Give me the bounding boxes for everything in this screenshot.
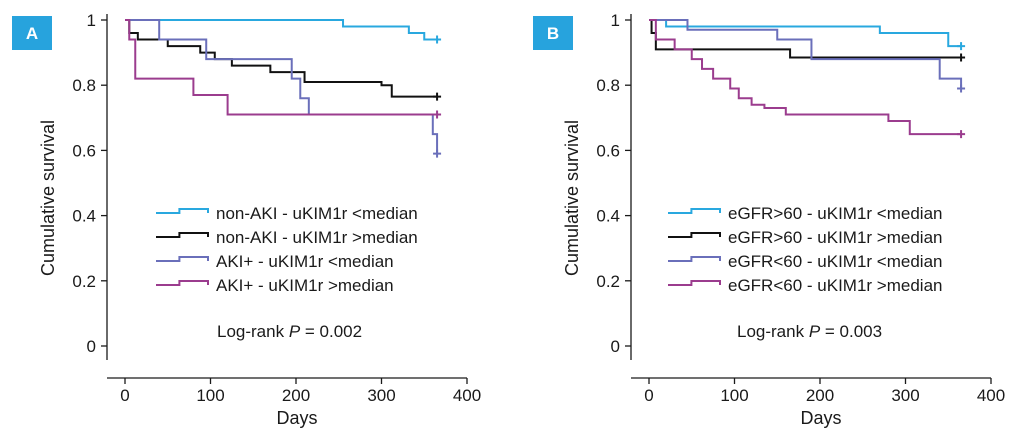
y-tick-label: 0: [611, 337, 620, 356]
y-tick-label: 0.8: [596, 76, 620, 95]
legend-label: eGFR>60 - uKIM1r <median: [728, 204, 942, 223]
legend-swatch: [668, 256, 721, 262]
legend-swatch: [156, 208, 209, 214]
series-line-egfr-60-ukim1r-median: [649, 19, 962, 59]
x-axis-title: Days: [800, 408, 841, 428]
legend-label: eGFR>60 - uKIM1r >median: [728, 228, 942, 247]
x-tick-label: 0: [644, 386, 653, 405]
series-line-egfr-60-ukim1r-median: [649, 19, 963, 89]
y-tick-label: 0.2: [72, 272, 96, 291]
legend-swatch: [156, 232, 209, 238]
x-tick-label: 0: [120, 386, 129, 405]
x-tick-label: 300: [891, 386, 919, 405]
legend-label: AKI+ - uKIM1r >median: [216, 276, 394, 295]
x-tick-label: 100: [720, 386, 748, 405]
y-tick-label: 0.6: [596, 141, 620, 160]
x-axis-title: Days: [276, 408, 317, 428]
x-tick-label: 100: [196, 386, 224, 405]
x-tick-label: 400: [453, 386, 481, 405]
censor-mark: [957, 42, 966, 51]
series-line-aki-ukim1r-median: [125, 19, 438, 116]
y-axis-title: Cumulative survival: [38, 120, 58, 276]
chart-panel-b: B 0 0.2 0.4 0.6 0.8 1 0 100 200 300 400 Days Cumulati…: [533, 11, 1005, 428]
y-axis-title: Cumulative survival: [562, 120, 582, 276]
panel-label: B: [547, 24, 559, 43]
legend-swatch: [156, 280, 209, 286]
censor-mark: [433, 110, 442, 119]
legend-label: eGFR<60 - uKIM1r >median: [728, 276, 942, 295]
panel-label: A: [26, 24, 38, 43]
legend-swatch: [668, 208, 721, 214]
censor-mark: [433, 92, 442, 101]
x-tick-label: 400: [977, 386, 1005, 405]
legend-swatch: [668, 280, 721, 286]
legend-swatch: [156, 256, 209, 262]
panel-badge: [12, 16, 52, 50]
series-line-non-aki-ukim1r-median: [125, 19, 438, 41]
chart-panel-a: A 0 0.2 0.4 0.6 0.8 1 0 100 200 300 400 Days Cumulati…: [12, 11, 481, 428]
log-rank-annotation: Log-rank P = 0.003: [737, 322, 882, 341]
y-tick-label: 0: [87, 337, 96, 356]
legend-swatch: [668, 232, 721, 238]
series-line-egfr-60-ukim1r-median: [649, 19, 962, 136]
log-rank-annotation: Log-rank P = 0.002: [217, 322, 362, 341]
y-tick-label: 0.4: [72, 207, 96, 226]
panel-badge: [533, 16, 573, 50]
x-tick-label: 200: [282, 386, 310, 405]
y-tick-label: 0.4: [596, 207, 620, 226]
y-tick-label: 0.6: [72, 141, 96, 160]
x-tick-label: 200: [806, 386, 834, 405]
x-tick-label: 300: [367, 386, 395, 405]
series-line-aki-ukim1r-median: [125, 19, 439, 154]
y-tick-label: 0.2: [596, 272, 620, 291]
censor-mark: [957, 84, 966, 93]
series-line-egfr-60-ukim1r-median: [649, 19, 962, 48]
legend-label: AKI+ - uKIM1r <median: [216, 252, 394, 271]
legend-label: non-AKI - uKIM1r >median: [216, 228, 418, 247]
legend-label: eGFR<60 - uKIM1r <median: [728, 252, 942, 271]
y-tick-label: 1: [611, 11, 620, 30]
y-tick-label: 1: [87, 11, 96, 30]
y-tick-label: 0.8: [72, 76, 96, 95]
censor-mark: [433, 35, 442, 44]
censor-mark: [433, 149, 442, 158]
censor-mark: [957, 53, 966, 62]
censor-mark: [957, 130, 966, 139]
legend-label: non-AKI - uKIM1r <median: [216, 204, 418, 223]
